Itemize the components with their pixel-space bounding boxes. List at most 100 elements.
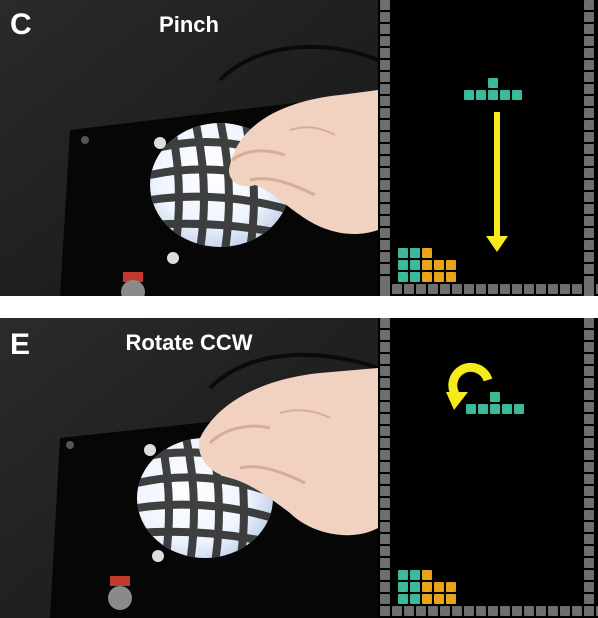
wall-block [584,84,594,94]
wall-block [380,546,390,556]
wall-block [584,264,594,274]
wall-block [584,330,594,340]
wall-block [380,120,390,130]
teal-stack-block [398,272,408,282]
down-arrow-icon [494,112,500,238]
falling-piece-block [488,90,498,100]
wall-block [380,498,390,508]
wall-block [584,240,594,250]
wall-block [380,486,390,496]
wall-block [380,84,390,94]
wall-block [380,390,390,400]
wall-block [380,24,390,34]
gesture-label: Pinch [159,12,219,37]
teal-stack-block [410,570,420,580]
teal-stack-block [398,570,408,580]
teal-stack-block [398,582,408,592]
wall-block [380,144,390,154]
board-background [378,0,598,296]
gold-stack-block [434,594,444,604]
wall-block [584,72,594,82]
wall-block [584,132,594,142]
falling-piece-block [490,392,500,402]
screw-icon [81,136,89,144]
wall-block [584,594,594,604]
floor-block [500,606,510,616]
rotate-photo-illustration [0,318,378,618]
teal-stack-block [398,594,408,604]
wall-block [380,156,390,166]
wall-block [584,450,594,460]
wall-block [584,216,594,226]
falling-piece-block [464,90,474,100]
wall-block [380,330,390,340]
wall-block [584,474,594,484]
floor-block [416,284,426,294]
panel-pinch: C Pinch [0,0,598,296]
floor-block [524,606,534,616]
wall-block [584,342,594,352]
gold-stack-block [422,570,432,580]
floor-block [572,284,582,294]
wall-block [380,264,390,274]
tetris-board [378,318,598,618]
teal-stack-block [410,248,420,258]
panel-letter: C [10,8,32,41]
floor-block [488,606,498,616]
wall-block [380,0,390,10]
wall-block [584,558,594,568]
wall-block [584,534,594,544]
wall-block [584,96,594,106]
floor-block [560,606,570,616]
tetris-board [378,0,598,296]
wall-block [380,450,390,460]
wall-block [380,342,390,352]
pinch-photo-illustration [0,0,378,296]
falling-piece-block [488,78,498,88]
wall-block [380,402,390,412]
wall-block [584,156,594,166]
wall-block [380,414,390,424]
gesture-label: Rotate CCW [125,330,253,355]
wall-block [380,12,390,22]
wall-block [584,390,594,400]
wall-block [584,414,594,424]
wall-block [380,180,390,190]
down-arrow-head-icon [486,236,508,252]
wall-block [380,276,390,286]
tetris-board-svg [378,0,598,296]
wall-block [380,252,390,262]
floor-block [464,606,474,616]
rotate-photo: E Rotate CCW [0,318,378,618]
pinch-photo: C Pinch [0,0,378,296]
floor-block [380,284,390,294]
floor-block [416,606,426,616]
wall-block [584,318,594,328]
floor-block [392,606,402,616]
falling-piece-block [490,404,500,414]
wall-block [584,582,594,592]
floor-block [440,284,450,294]
wall-block [380,366,390,376]
gold-stack-block [446,582,456,592]
wall-block [380,474,390,484]
wall-block [380,132,390,142]
floor-block [428,284,438,294]
falling-piece-block [466,404,476,414]
wall-block [380,534,390,544]
floor-block [536,284,546,294]
wall-block [584,204,594,214]
floor-block [452,606,462,616]
floor-block [380,606,390,616]
wall-block [380,438,390,448]
wall-block [584,426,594,436]
wall-block [584,24,594,34]
gold-stack-block [446,594,456,604]
floor-block [548,284,558,294]
wall-block [380,522,390,532]
wall-block [380,462,390,472]
teal-stack-block [410,582,420,592]
floor-block [404,284,414,294]
floor-block [572,606,582,616]
floor-block [584,606,594,616]
